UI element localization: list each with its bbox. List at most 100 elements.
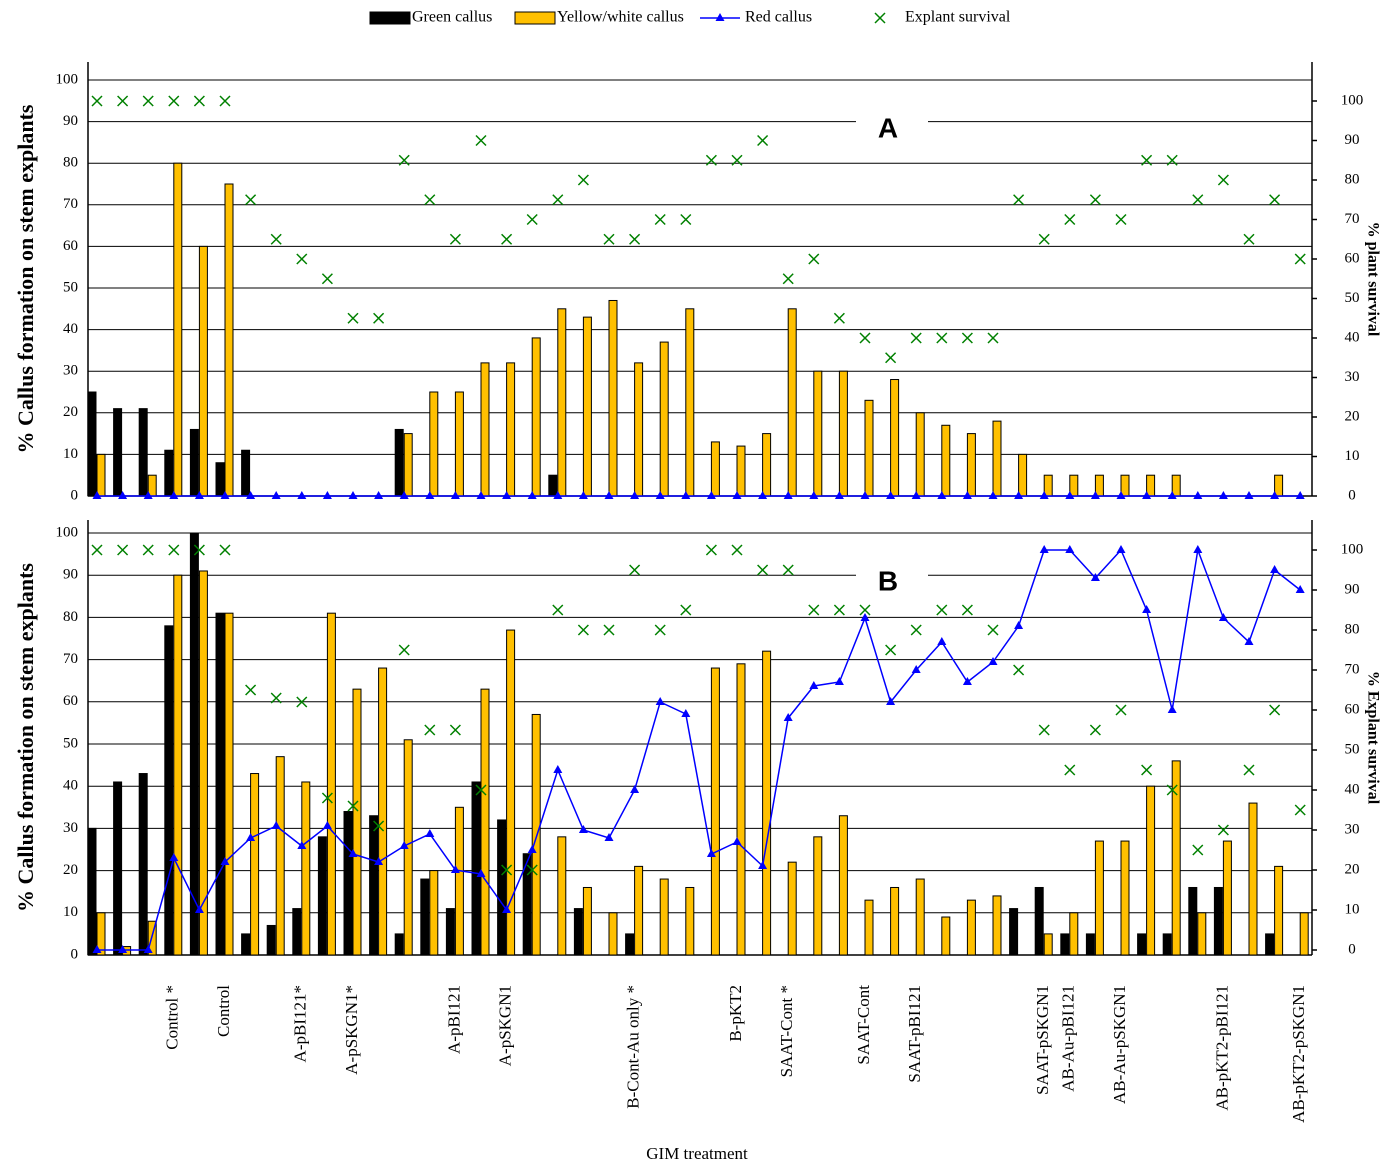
cross-marker (1243, 233, 1255, 245)
bar (813, 370, 823, 497)
y-tick-label: 0 (71, 946, 79, 962)
bar (250, 773, 260, 956)
x-tick-label: AB-pKT2-pBI121 (1212, 985, 1231, 1111)
bar (420, 878, 430, 956)
line-marker (809, 491, 819, 499)
line-marker (425, 491, 435, 499)
line-marker (1270, 491, 1280, 499)
bar (275, 756, 285, 956)
x-tick-label: SAAT-pSKGN1 (1033, 985, 1052, 1095)
cross-marker (782, 273, 794, 285)
line-marker (1142, 491, 1152, 499)
x-tick-label: SAAT-Cont (854, 985, 873, 1065)
cross-marker (1064, 764, 1076, 776)
cross-marker (91, 95, 103, 107)
line-marker (194, 905, 204, 913)
line-marker (655, 697, 665, 705)
cross-marker (1269, 704, 1281, 716)
bar (762, 650, 772, 956)
line-marker (758, 861, 768, 869)
line-marker (681, 491, 691, 499)
x-tick-label: B-pKT2 (726, 985, 745, 1042)
cross-marker (1064, 213, 1076, 226)
bar (343, 811, 353, 956)
line-marker (578, 825, 588, 833)
bar (454, 391, 464, 497)
bar (241, 933, 251, 956)
cross-marker (475, 784, 487, 796)
y-tick-label: 90 (63, 567, 78, 583)
line-marker (169, 853, 179, 861)
line-marker (502, 491, 512, 499)
bar (224, 183, 234, 497)
bar (1162, 933, 1172, 956)
bar (1222, 840, 1232, 956)
cross-marker (1166, 784, 1178, 796)
y-tick-label: 0 (71, 487, 79, 503)
cross-marker (1243, 764, 1255, 776)
cross-marker (449, 233, 461, 245)
bar (813, 836, 823, 956)
y2-tick-label: 20 (1345, 861, 1360, 877)
cross-marker (501, 864, 513, 876)
y-tick-label: 20 (63, 862, 78, 878)
bar (736, 445, 746, 497)
line-marker (1244, 637, 1254, 645)
bar (164, 625, 174, 956)
cross-marker (577, 624, 589, 636)
line-marker (988, 491, 998, 499)
bar (506, 629, 516, 956)
cross-marker (1089, 194, 1101, 206)
y-tick-label: 10 (63, 446, 78, 462)
line-marker (527, 491, 537, 499)
y2-tick-label: 30 (1345, 821, 1360, 837)
bar (710, 667, 720, 956)
x-tick-label: AB-pKT2-pSKGN1 (1289, 985, 1308, 1123)
legend-label: Yellow/white callus (557, 9, 684, 26)
cross-marker (885, 644, 897, 656)
cross-marker (270, 692, 282, 704)
cross-marker (757, 564, 769, 576)
line-marker (860, 491, 870, 499)
bar (1009, 908, 1019, 956)
bar (471, 781, 481, 956)
bar (1171, 760, 1181, 956)
y2-tick-label: 60 (1345, 250, 1360, 266)
cross-marker (936, 332, 948, 344)
y2-tick-label: 0 (1348, 487, 1356, 503)
bar (966, 899, 976, 956)
line-marker (1167, 491, 1177, 499)
y-axis-title: % Callus formation on stem explants (13, 104, 38, 453)
line-marker (1218, 613, 1228, 621)
cross-marker (219, 95, 231, 107)
bar (1197, 912, 1207, 956)
bar (915, 878, 925, 956)
line-marker (450, 865, 460, 873)
cross-marker (859, 332, 871, 344)
line-marker (1116, 545, 1126, 553)
y-tick-label: 100 (56, 71, 79, 87)
bar (864, 399, 874, 497)
line-marker (297, 841, 307, 849)
bar (173, 574, 183, 956)
bar (189, 532, 199, 956)
cross-marker (475, 134, 487, 147)
bar (454, 806, 464, 956)
bar (582, 886, 592, 956)
x-tick-label: Control (214, 985, 233, 1037)
cross-marker (1089, 724, 1101, 736)
bar (1171, 474, 1181, 497)
y2-tick-label: 60 (1345, 701, 1360, 717)
cross-marker (654, 624, 666, 636)
cross-marker (373, 312, 385, 324)
cross-marker (1294, 804, 1306, 816)
bar (659, 878, 669, 956)
y2-tick-label: 0 (1348, 941, 1356, 957)
bar (147, 474, 157, 497)
cross-marker (885, 352, 897, 364)
line-marker (348, 491, 358, 499)
y2-tick-label: 80 (1345, 621, 1360, 637)
bar (445, 908, 455, 956)
bar (608, 912, 618, 956)
cross-marker (245, 194, 257, 206)
